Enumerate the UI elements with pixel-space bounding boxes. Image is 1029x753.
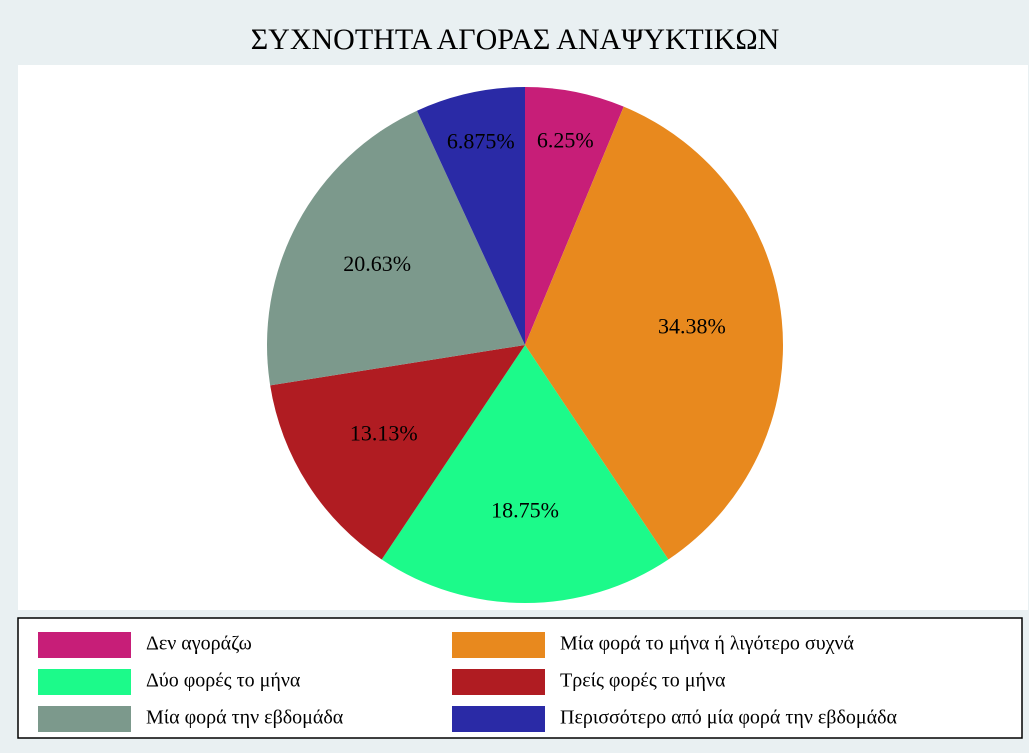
legend-swatch	[452, 632, 545, 658]
legend-label: Περισσότερο από μία φορά την εβδομάδα	[560, 707, 898, 729]
legend-label: Δύο φορές το μήνα	[146, 670, 301, 692]
legend-swatch	[38, 669, 131, 695]
legend-swatch	[452, 669, 545, 695]
pie-slice	[270, 345, 525, 560]
pie-slice	[267, 110, 525, 386]
data-label: 34.38%	[658, 314, 726, 339]
pie-slice	[381, 345, 669, 603]
data-label: 13.13%	[350, 420, 418, 445]
legend-label: Μία φορά την εβδομάδα	[146, 707, 344, 729]
pie-slice	[417, 87, 525, 345]
data-label: 18.75%	[491, 498, 559, 523]
data-label: 6.875%	[447, 128, 515, 153]
legend-swatch	[38, 706, 131, 732]
legend-swatch	[38, 632, 131, 658]
legend-label: Τρείς φορές το μήνα	[560, 670, 726, 692]
legend-label: Δεν αγοράζω	[146, 633, 252, 655]
data-label: 20.63%	[343, 251, 411, 276]
pie-slice	[525, 87, 624, 345]
legend-swatch	[452, 706, 545, 732]
chart-title: ΣΥΧΝΟΤΗΤΑ ΑΓΟΡΑΣ ΑΝΑΨΥΚΤΙΚΩΝ	[251, 23, 780, 56]
data-label: 6.25%	[537, 128, 594, 153]
legend-label: Μία φορά το μήνα ή λιγότερο συχνά	[560, 633, 855, 655]
pie-slice	[525, 106, 783, 560]
